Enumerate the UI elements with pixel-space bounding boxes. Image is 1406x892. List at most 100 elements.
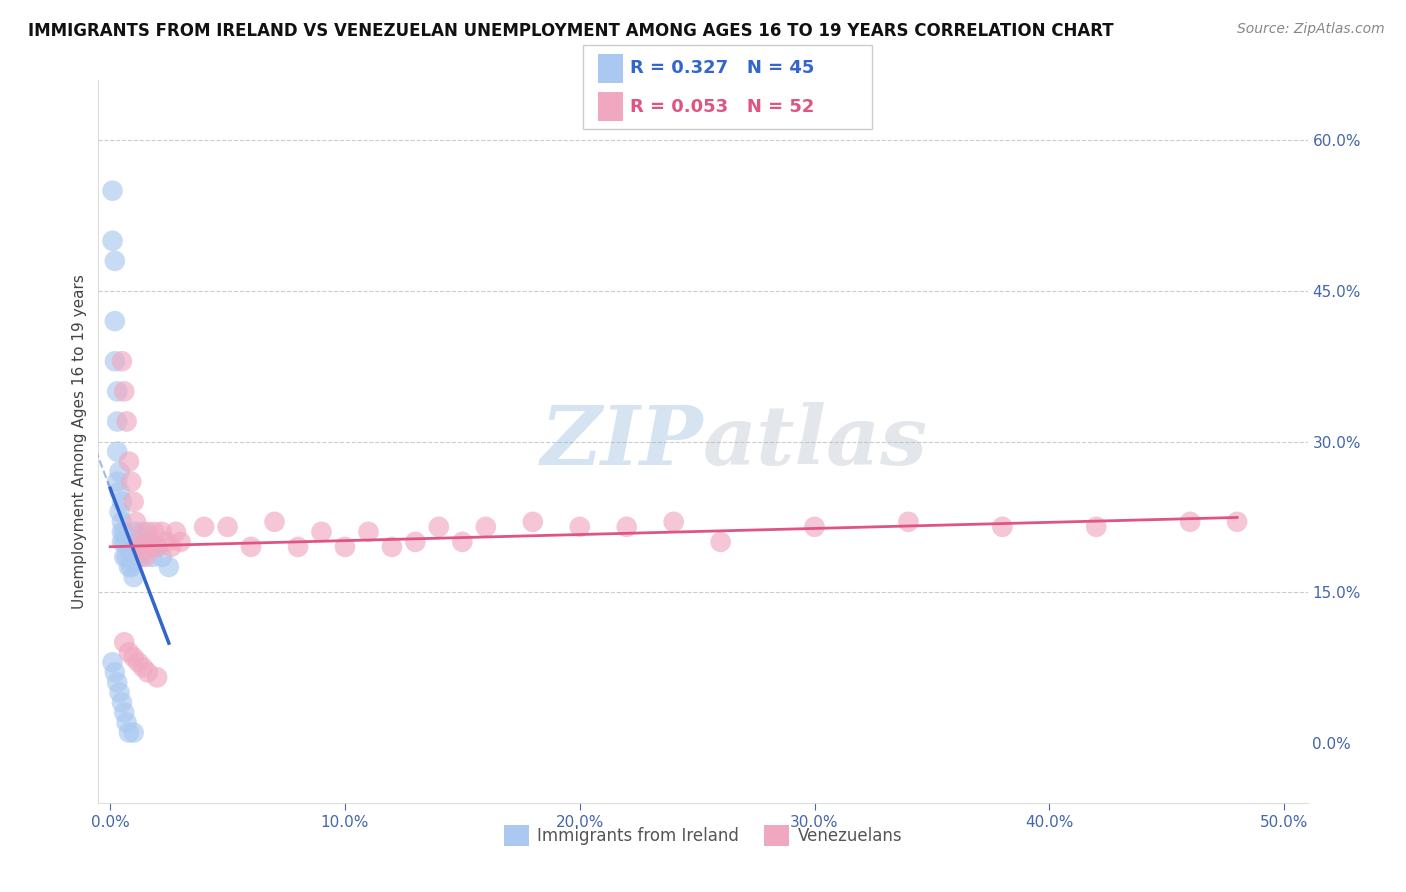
Point (357, 524, 380, 539)
Y-axis label: Unemployment Among Ages 16 to 19 years: Unemployment Among Ages 16 to 19 years (72, 274, 87, 609)
Point (141, 540, 163, 554)
Point (105, 384, 128, 399)
Text: IMMIGRANTS FROM IRELAND VS VENEZUELAN UNEMPLOYMENT AMONG AGES 16 TO 19 YEARS COR: IMMIGRANTS FROM IRELAND VS VENEZUELAN UN… (28, 22, 1114, 40)
Point (111, 534, 134, 549)
Point (311, 524, 333, 539)
Point (115, 534, 138, 549)
Point (150, 549, 173, 564)
Point (125, 515, 148, 529)
Point (122, 494, 145, 508)
Text: R = 0.053   N = 52: R = 0.053 N = 52 (630, 97, 814, 116)
Point (122, 650, 145, 665)
Point (475, 520, 498, 534)
Point (105, 675, 128, 690)
Point (104, 354, 127, 368)
Point (115, 414, 138, 428)
Point (616, 520, 638, 534)
Point (118, 645, 141, 659)
Point (111, 515, 134, 529)
Point (101, 184, 124, 198)
Text: Source: ZipAtlas.com: Source: ZipAtlas.com (1237, 22, 1385, 37)
Point (132, 660, 155, 674)
Point (111, 494, 134, 508)
Point (118, 545, 141, 559)
Point (803, 520, 825, 534)
Point (112, 706, 135, 720)
Text: atlas: atlas (703, 401, 928, 482)
Point (111, 524, 134, 539)
Point (146, 670, 169, 684)
Point (104, 253, 127, 268)
Point (1226, 515, 1249, 529)
Point (146, 540, 169, 554)
Point (122, 725, 145, 739)
Point (112, 384, 135, 399)
Point (146, 540, 169, 554)
Point (127, 655, 149, 669)
Point (122, 570, 145, 584)
Point (139, 534, 162, 549)
Point (118, 725, 141, 739)
Point (710, 534, 733, 549)
Point (101, 655, 124, 669)
Point (127, 540, 149, 554)
Point (120, 560, 142, 574)
Point (112, 534, 135, 549)
Point (404, 534, 426, 549)
Point (1085, 520, 1108, 534)
Point (897, 515, 920, 529)
Point (240, 540, 263, 554)
Point (112, 524, 135, 539)
Point (111, 354, 134, 368)
Text: ZIP: ZIP (540, 401, 703, 482)
Point (381, 540, 404, 554)
Point (136, 534, 159, 549)
Point (155, 534, 177, 549)
Point (105, 475, 128, 489)
Point (105, 414, 128, 428)
Point (568, 520, 591, 534)
Point (108, 505, 131, 519)
Point (333, 540, 356, 554)
Point (141, 549, 163, 564)
Point (662, 515, 685, 529)
Point (118, 560, 141, 574)
Point (129, 540, 152, 554)
Point (122, 555, 145, 569)
Point (125, 524, 148, 539)
Point (136, 665, 159, 680)
Point (108, 685, 131, 699)
Point (193, 520, 215, 534)
Point (112, 635, 135, 649)
Point (101, 234, 124, 248)
Point (115, 715, 138, 730)
Point (991, 520, 1014, 534)
Point (157, 560, 180, 574)
Point (132, 545, 155, 559)
Point (263, 515, 285, 529)
Point (136, 524, 159, 539)
Point (1180, 515, 1202, 529)
Point (120, 545, 142, 559)
Point (108, 484, 131, 499)
Point (104, 665, 127, 680)
Text: R = 0.327   N = 45: R = 0.327 N = 45 (630, 60, 814, 78)
Point (451, 534, 474, 549)
Point (427, 520, 450, 534)
Point (111, 696, 134, 710)
Point (118, 454, 141, 469)
Point (134, 549, 156, 564)
Point (169, 534, 191, 549)
Point (160, 540, 183, 554)
Point (120, 475, 142, 489)
Point (112, 549, 135, 564)
Point (115, 549, 138, 564)
Point (143, 524, 166, 539)
Point (150, 524, 173, 539)
Point (287, 540, 309, 554)
Point (127, 534, 149, 549)
Legend: Immigrants from Ireland, Venezuelans: Immigrants from Ireland, Venezuelans (498, 819, 908, 852)
Point (108, 465, 131, 479)
Point (522, 515, 544, 529)
Point (129, 549, 152, 564)
